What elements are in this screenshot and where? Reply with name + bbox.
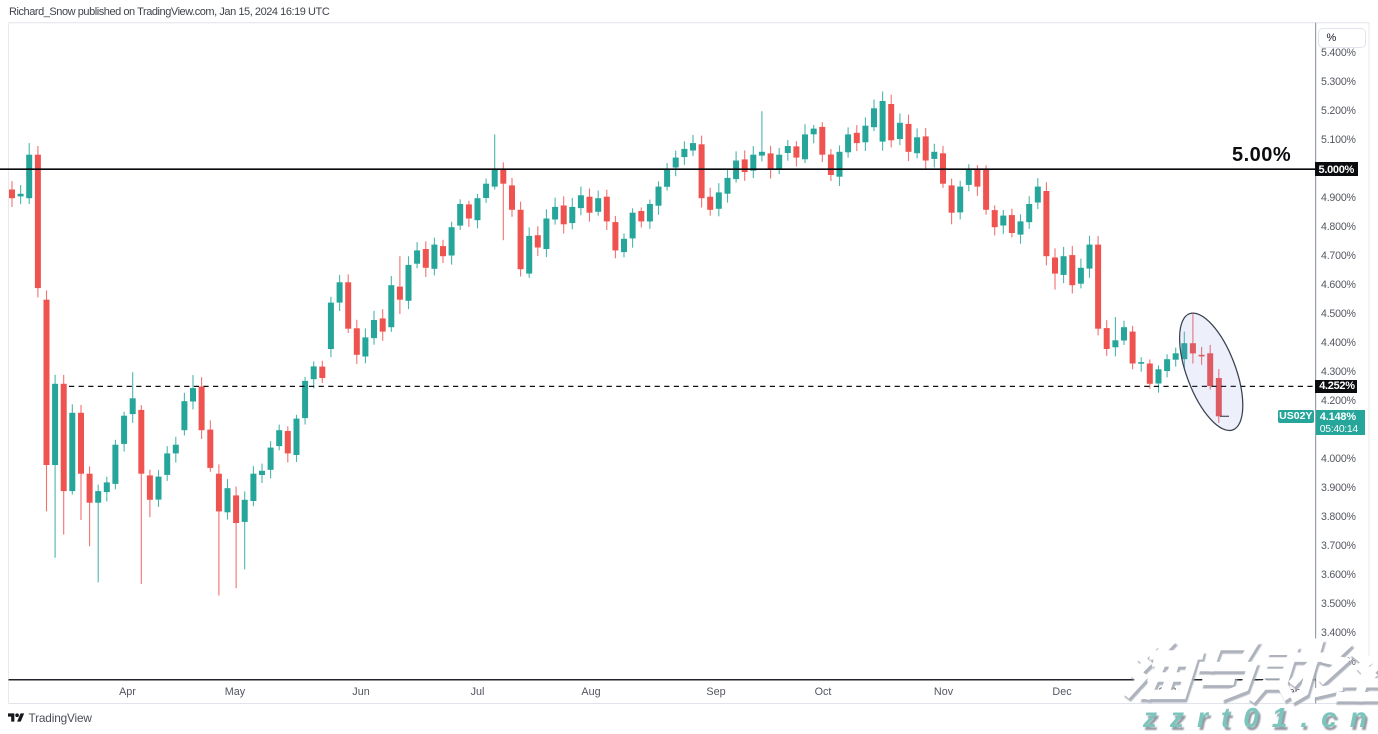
svg-text:TradingView: TradingView [29,711,93,725]
